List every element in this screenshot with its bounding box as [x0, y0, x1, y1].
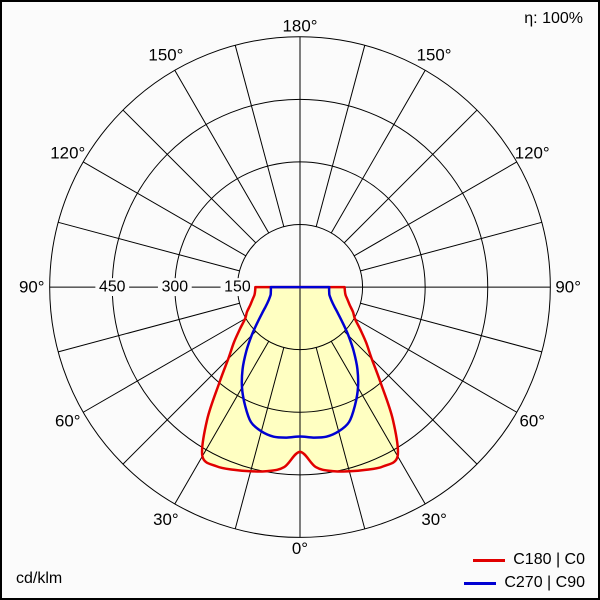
angle-label: 30°	[421, 510, 447, 529]
angle-label: 150°	[417, 45, 452, 64]
angle-label: 0°	[292, 539, 308, 558]
legend-item-c90: C270 | C90	[464, 574, 585, 592]
unit-label: cd/klm	[16, 570, 63, 587]
angle-label: 90°	[19, 278, 45, 297]
legend-item-c0: C180 | C0	[464, 551, 585, 569]
angle-label: 120°	[50, 143, 85, 162]
blue-curve-line-icon	[464, 581, 497, 585]
angle-label: 60°	[55, 412, 81, 431]
legend-label-c0: C180 | C0	[513, 551, 585, 568]
legend: C180 | C0 C270 | C90	[464, 551, 585, 592]
efficiency-label: η: 100%	[524, 10, 583, 27]
ring-value-label: 300	[162, 279, 189, 296]
ring-value-label: 450	[99, 279, 126, 296]
ring-value-label: 150	[224, 279, 251, 296]
curve-c270-c90	[240, 285, 360, 439]
angle-label: 120°	[515, 143, 550, 162]
angle-label: 60°	[519, 412, 545, 431]
red-curve-line-icon	[473, 558, 506, 562]
polar-grid	[49, 36, 551, 538]
angle-label: 180°	[283, 16, 318, 35]
curve-c180-c0	[200, 285, 400, 473]
angle-label: 90°	[555, 278, 581, 297]
legend-label-c90: C270 | C90	[504, 574, 585, 591]
angle-label: 30°	[153, 510, 179, 529]
angle-label: 150°	[148, 45, 183, 64]
